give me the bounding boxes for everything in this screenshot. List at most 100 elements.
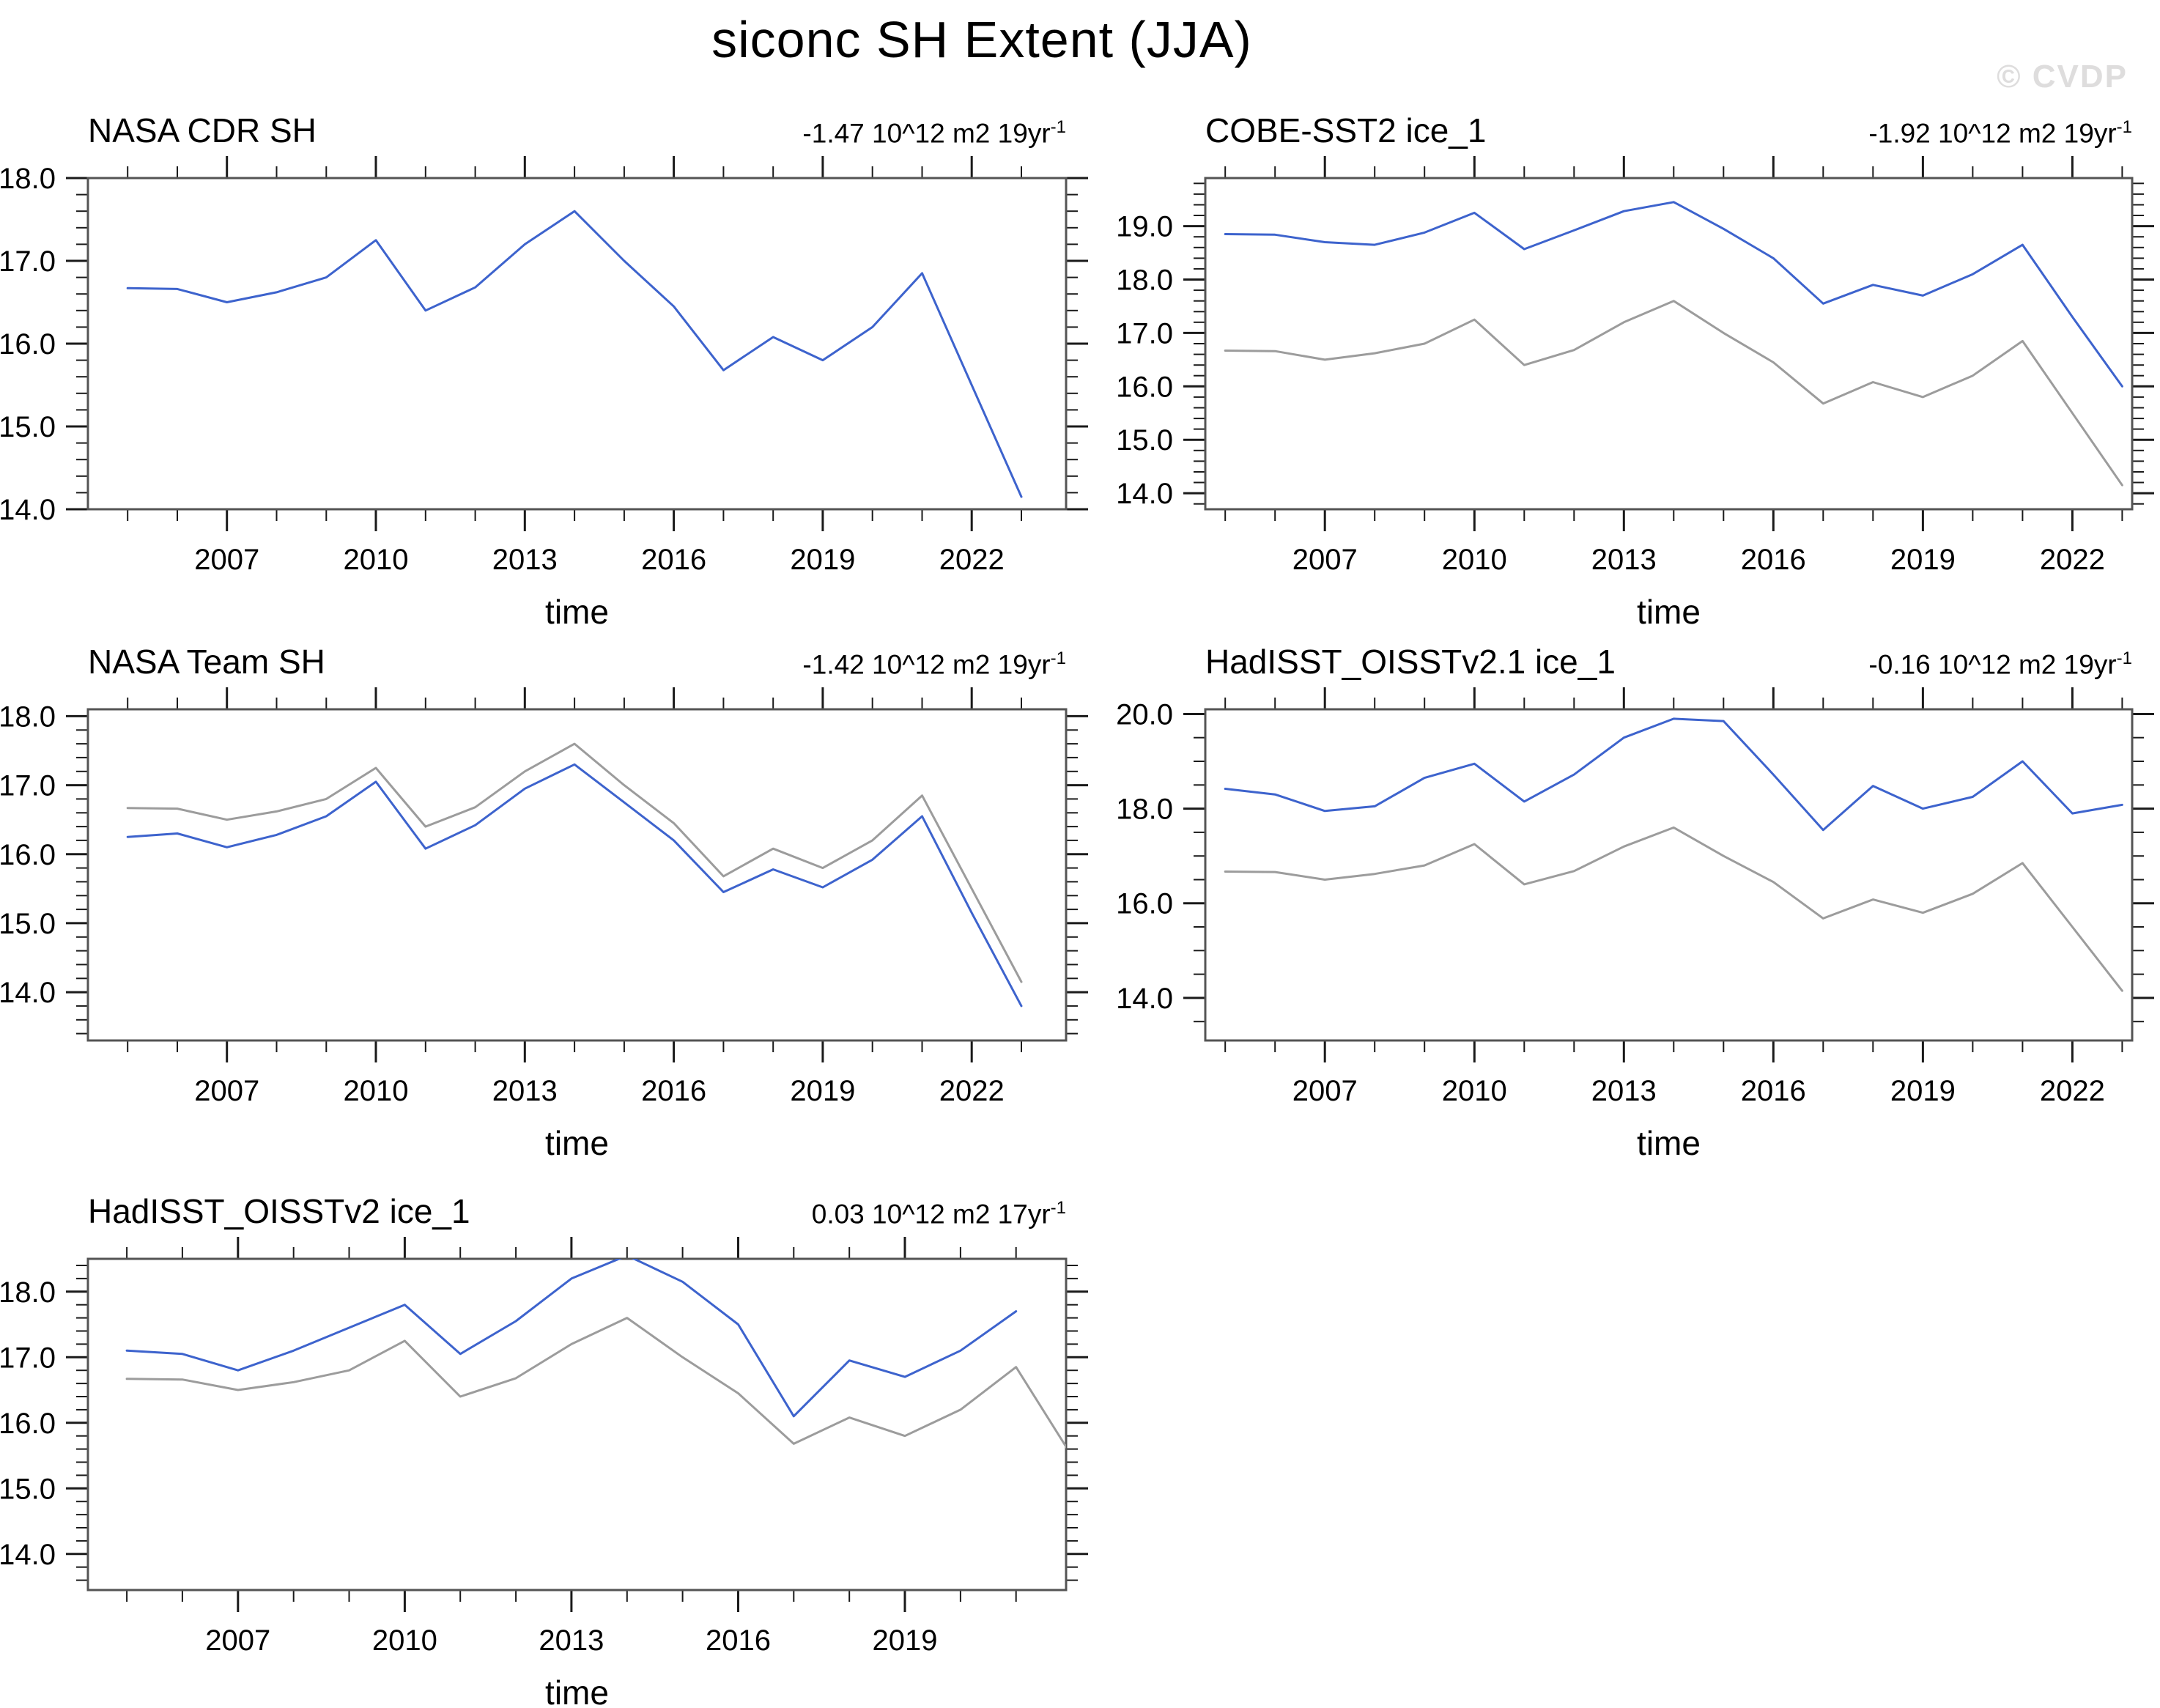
x-tick-label: 2010: [344, 544, 409, 576]
y-tick-label: 15.0: [1116, 424, 1173, 456]
panel-title: HadISST_OISSTv2.1 ice_1: [1205, 643, 1616, 681]
x-tick-label: 2010: [344, 1075, 409, 1107]
y-tick-label: 17.0: [0, 1342, 56, 1374]
plot-frame: [86, 177, 1068, 511]
y-tick-label: 17.0: [0, 770, 56, 802]
y-tick-label: 16.0: [0, 839, 56, 871]
plot-frame: [86, 708, 1068, 1042]
series-line-gray: [126, 742, 1023, 983]
panel-2-header: COBE-SST2 ice_1 -1.92 10^12 m2 19yr-1: [1205, 111, 2132, 150]
axis-label-time: time: [1637, 593, 1701, 631]
panel-1-plot: 2007 2010 2013 2016 2019 2022 14.0 15.0 16.0 17.0…: [0, 156, 1088, 631]
y-tick-label: 16.0: [1116, 371, 1173, 403]
x-tick-label: 2010: [372, 1624, 437, 1657]
series-line-blue: [1224, 717, 2123, 832]
x-tick-label: 2019: [790, 1075, 855, 1107]
panel-title: NASA Team SH: [88, 643, 325, 681]
y-tick-label: 14.0: [0, 1539, 56, 1571]
series-line-blue: [125, 1259, 1018, 1418]
axis-label-time: time: [545, 1674, 609, 1708]
y-tick-label: 15.0: [0, 411, 56, 443]
y-tick-label: 16.0: [0, 328, 56, 361]
panel-2-plot: 2007 2010 2013 2016 2019 2022 14.0 15.0 16.0 17.0…: [1116, 156, 2154, 631]
y-tick-label: 16.0: [0, 1408, 56, 1440]
x-tick-label: 2013: [492, 544, 558, 576]
y-tick-label: 17.0: [0, 245, 56, 278]
panel-3-header: NASA Team SH -1.42 10^12 m2 19yr-1: [88, 642, 1066, 681]
x-tick-label: 2013: [539, 1624, 604, 1657]
x-tick-label: 2007: [205, 1624, 270, 1657]
x-tick-label: 2019: [873, 1624, 938, 1657]
y-tick-label: 18.0: [1116, 265, 1173, 297]
trend-label: -1.47 10^12 m2 19yr-1: [802, 117, 1066, 148]
x-tick-label: 2016: [1741, 1075, 1806, 1107]
y-tick-label: 18.0: [0, 700, 56, 733]
panel-3-plot: 2007 2010 2013 2016 2019 2022 14.0 15.0 16.0 17.0…: [0, 687, 1088, 1162]
series-line-blue: [126, 763, 1023, 1008]
plot-frame: [1204, 177, 2134, 511]
x-tick-label: 2007: [194, 544, 259, 576]
y-tick-label: 14.0: [0, 494, 56, 526]
y-tick-label: 15.0: [0, 908, 56, 940]
x-tick-label: 2007: [1292, 544, 1358, 576]
y-tick-label: 14.0: [0, 977, 56, 1009]
panel-1-header: NASA CDR SH -1.47 10^12 m2 19yr-1: [88, 111, 1066, 150]
axis-ticks: [66, 156, 1088, 531]
x-tick-label: 2013: [1591, 544, 1657, 576]
x-tick-label: 2016: [641, 544, 706, 576]
axis-label-time: time: [545, 1124, 609, 1162]
x-tick-label: 2022: [2040, 1075, 2105, 1107]
y-tick-label: 18.0: [1116, 794, 1173, 826]
panel-4-header: HadISST_OISSTv2.1 ice_1 -0.16 10^12 m2 1…: [1205, 642, 2132, 681]
series-line-blue: [1224, 201, 2123, 388]
y-tick-label: 19.0: [1116, 211, 1173, 243]
trend-label: -0.16 10^12 m2 19yr-1: [1868, 648, 2132, 679]
x-tick-label: 2010: [1442, 544, 1507, 576]
trend-label: -1.92 10^12 m2 19yr-1: [1868, 117, 2132, 148]
y-tick-label: 15.0: [0, 1473, 56, 1505]
y-tick-label: 17.0: [1116, 317, 1173, 350]
axis-ticks: [1183, 687, 2154, 1062]
axis-ticks: [66, 1237, 1088, 1612]
x-tick-label: 2016: [706, 1624, 771, 1657]
panel-5-header: HadISST_OISSTv2 ice_1 0.03 10^12 m2 17yr…: [88, 1191, 1066, 1231]
x-tick-label: 2007: [1292, 1075, 1358, 1107]
y-tick-label: 16.0: [1116, 888, 1173, 920]
trend-label: 0.03 10^12 m2 17yr-1: [811, 1197, 1066, 1229]
y-tick-label: 18.0: [0, 1276, 56, 1309]
axis-label-time: time: [545, 593, 609, 631]
x-tick-label: 2022: [2040, 544, 2105, 576]
trend-label: -1.42 10^12 m2 19yr-1: [802, 648, 1066, 679]
series-line-gray: [1224, 300, 2123, 487]
x-tick-label: 2010: [1442, 1075, 1507, 1107]
plot-frame: [1204, 708, 2134, 1042]
panel-5-plot: 2007 2010 2013 2016 2019 14.0 15.0 16.0 17.0 18.0…: [0, 1237, 1088, 1708]
x-tick-label: 2016: [1741, 544, 1806, 576]
x-tick-label: 2007: [194, 1075, 259, 1107]
series-line-gray: [125, 1317, 1066, 1449]
series-line-gray: [1224, 826, 2123, 992]
x-tick-label: 2022: [939, 1075, 1005, 1107]
x-tick-label: 2016: [641, 1075, 706, 1107]
axis-ticks: [66, 687, 1088, 1062]
x-tick-label: 2013: [1591, 1075, 1657, 1107]
axis-label-time: time: [1637, 1124, 1701, 1162]
x-tick-label: 2019: [1890, 544, 1956, 576]
panel-title: COBE-SST2 ice_1: [1205, 111, 1487, 149]
cvdp-watermark: © CVDP: [1997, 59, 2128, 95]
panel-4-plot: 2007 2010 2013 2016 2019 2022 14.0 16.0 18.0 20.0…: [1116, 687, 2154, 1162]
axis-ticks: [1183, 156, 2154, 531]
figure-title: siconc SH Extent (JJA): [711, 11, 1252, 68]
panel-title: HadISST_OISSTv2 ice_1: [88, 1192, 470, 1230]
y-tick-label: 14.0: [1116, 983, 1173, 1015]
y-tick-label: 20.0: [1116, 699, 1173, 731]
y-tick-label: 14.0: [1116, 478, 1173, 510]
y-tick-label: 18.0: [0, 163, 56, 195]
x-tick-label: 2019: [790, 544, 855, 576]
x-tick-label: 2019: [1890, 1075, 1956, 1107]
x-tick-label: 2022: [939, 544, 1005, 576]
x-tick-label: 2013: [492, 1075, 558, 1107]
plot-frame: [86, 1257, 1068, 1591]
